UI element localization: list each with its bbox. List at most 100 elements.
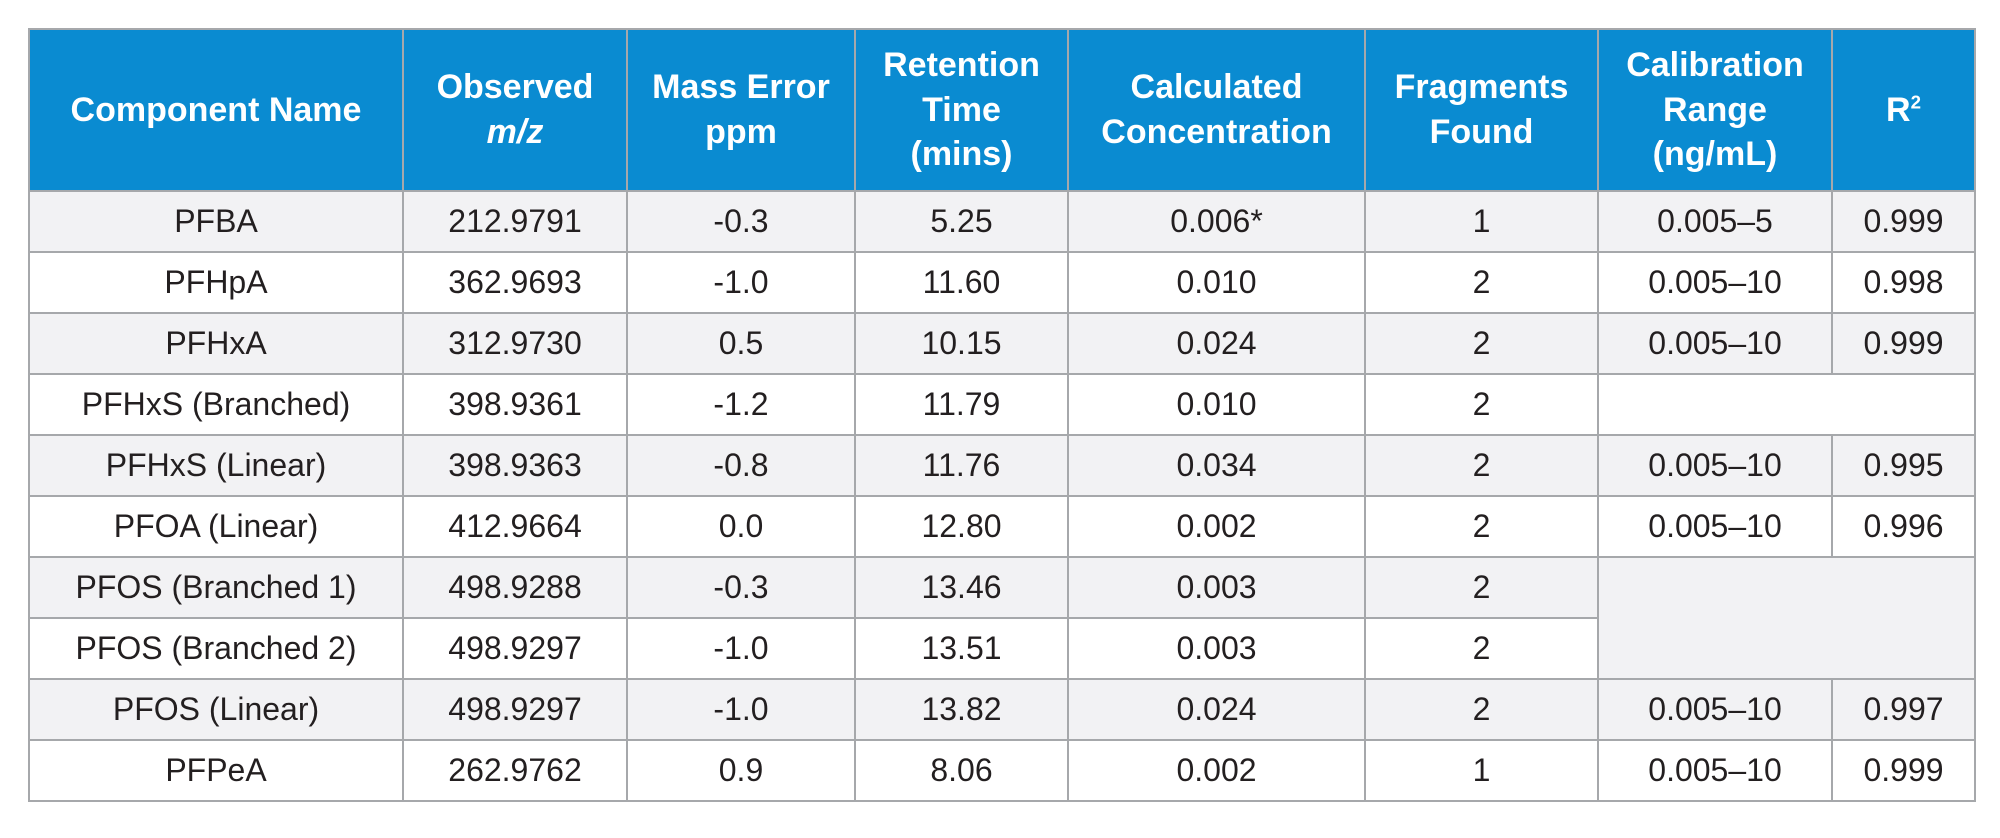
table-row: PFOA (Linear) 412.9664 0.0 12.80 0.002 2… xyxy=(28,495,1976,558)
header-found-text: Found xyxy=(1429,113,1534,151)
cell-component-name: PFPeA xyxy=(28,739,404,802)
cell-component-name: PFOS (Linear) xyxy=(28,678,404,741)
cell-mass-error: 0.9 xyxy=(626,739,856,802)
table-row: PFHxS (Linear) 398.9363 -0.8 11.76 0.034… xyxy=(28,434,1976,497)
cell-component-name: PFHxS (Linear) xyxy=(28,434,404,497)
header-ngml-text: (ng/mL) xyxy=(1652,135,1778,174)
cell-fragments-found: 2 xyxy=(1364,251,1599,314)
cell-calculated-concentration: 0.003 xyxy=(1067,617,1366,680)
cell-calculated-concentration: 0.010 xyxy=(1067,251,1366,314)
cell-r-squared: 0.999 xyxy=(1831,739,1976,802)
cell-observed-mz: 412.9664 xyxy=(402,495,628,558)
cell-calculated-concentration: 0.034 xyxy=(1067,434,1366,497)
cell-observed-mz: 312.9730 xyxy=(402,312,628,375)
cell-mass-error: -0.3 xyxy=(626,190,856,253)
table-body: PFBA 212.9791 -0.3 5.25 0.006* 1 0.005–5… xyxy=(28,190,1976,802)
header-calibration-text: Calibration xyxy=(1626,45,1804,84)
cell-mass-error: -1.0 xyxy=(626,678,856,741)
cell-calculated-concentration: 0.002 xyxy=(1067,739,1366,802)
table-row: PFHxS (Branched) 398.9361 -1.2 11.79 0.0… xyxy=(28,373,1976,436)
cell-fragments-found: 2 xyxy=(1364,312,1599,375)
cell-mass-error: 0.5 xyxy=(626,312,856,375)
cell-mass-error: -1.0 xyxy=(626,251,856,314)
header-range-text: Range xyxy=(1663,90,1767,129)
cell-calibration-range: 0.005–10 xyxy=(1597,495,1833,558)
cell-observed-mz: 498.9288 xyxy=(402,556,628,619)
cell-component-name: PFBA xyxy=(28,190,404,253)
table-row: PFOS (Branched 1) 498.9288 -0.3 13.46 0.… xyxy=(28,556,1976,680)
cell-calibration-range: 0.005–10 xyxy=(1597,434,1833,497)
cell-r-squared: 0.998 xyxy=(1831,251,1976,314)
cell-fragments-found: 2 xyxy=(1364,617,1599,680)
cell-calibration-range: 0.005–5 xyxy=(1597,190,1833,253)
header-retention-text: Retention xyxy=(883,45,1040,84)
cell-fragments-found: 2 xyxy=(1364,373,1599,436)
header-mins-text: (mins) xyxy=(910,135,1013,174)
cell-calculated-concentration: 0.006* xyxy=(1067,190,1366,253)
cell-calibration-range: 0.005–10 xyxy=(1597,678,1833,741)
cell-observed-mz: 398.9363 xyxy=(402,434,628,497)
cell-retention-time: 10.15 xyxy=(854,312,1069,375)
cell-observed-mz: 362.9693 xyxy=(402,251,628,314)
cell-component-name: PFHpA xyxy=(28,251,404,314)
cell-r-squared: 0.999 xyxy=(1831,312,1976,375)
header-mass-error-text: Mass Error xyxy=(652,68,830,107)
header-calculated-concentration: Calculated Concentration xyxy=(1067,28,1366,192)
cell-mass-error: 0.0 xyxy=(626,495,856,558)
header-r-squared: R2 xyxy=(1831,28,1976,192)
cell-observed-mz: 262.9762 xyxy=(402,739,628,802)
header-component-name-text: Component Name xyxy=(70,90,362,129)
table-row: PFPeA 262.9762 0.9 8.06 0.002 1 0.005–10… xyxy=(28,739,1976,802)
cell-r-squared: 0.995 xyxy=(1831,434,1976,497)
cell-retention-time: 13.51 xyxy=(854,617,1069,680)
cell-retention-time: 11.79 xyxy=(854,373,1069,436)
cell-component-name: PFHxS (Branched) xyxy=(28,373,404,436)
cell-retention-time: 11.76 xyxy=(854,434,1069,497)
cell-observed-mz: 212.9791 xyxy=(402,190,628,253)
header-retention-time: Retention Time (mins) xyxy=(854,28,1069,192)
header-calibration-range: Calibration Range (ng/mL) xyxy=(1597,28,1833,192)
table-row: PFHxA 312.9730 0.5 10.15 0.024 2 0.005–1… xyxy=(28,312,1976,375)
table-header: Component Name Observed m/z Mass Error ppm… xyxy=(28,28,1976,192)
header-time-text: Time xyxy=(922,90,1001,129)
cell-calibration-blank xyxy=(1597,556,1976,680)
header-observed-text: Observed xyxy=(436,68,594,107)
results-table: Component Name Observed m/z Mass Error ppm… xyxy=(28,28,1976,802)
cell-component-name: PFOS (Branched 2) xyxy=(28,617,404,680)
cell-observed-mz: 498.9297 xyxy=(402,617,628,680)
cell-fragments-found: 2 xyxy=(1364,495,1599,558)
cell-fragments-found: 2 xyxy=(1364,678,1599,741)
header-fragments-text: Fragments xyxy=(1394,68,1569,107)
cell-retention-time: 5.25 xyxy=(854,190,1069,253)
cell-retention-time: 8.06 xyxy=(854,739,1069,802)
cell-r-squared: 0.999 xyxy=(1831,190,1976,253)
cell-component-name: PFOA (Linear) xyxy=(28,495,404,558)
cell-calculated-concentration: 0.024 xyxy=(1067,312,1366,375)
cell-retention-time: 12.80 xyxy=(854,495,1069,558)
cell-r-squared: 0.996 xyxy=(1831,495,1976,558)
table-row: PFOS (Branched 2) 498.9297 -1.0 13.51 0.… xyxy=(28,617,1975,680)
cell-retention-time: 11.60 xyxy=(854,251,1069,314)
table-row: PFBA 212.9791 -0.3 5.25 0.006* 1 0.005–5… xyxy=(28,190,1976,253)
cell-mass-error: -1.2 xyxy=(626,373,856,436)
cell-component-name: PFHxA xyxy=(28,312,404,375)
header-mz-text: m/z xyxy=(486,113,544,151)
header-r-text: R xyxy=(1886,90,1911,129)
header-mass-error: Mass Error ppm xyxy=(626,28,856,192)
header-concentration-text: Concentration xyxy=(1101,113,1332,151)
cell-mass-error: -0.8 xyxy=(626,434,856,497)
header-row: Component Name Observed m/z Mass Error ppm… xyxy=(28,28,1976,192)
cell-observed-mz: 398.9361 xyxy=(402,373,628,436)
cell-retention-time: 13.46 xyxy=(854,556,1069,619)
cell-component-name: PFOS (Branched 1) xyxy=(28,556,404,619)
cell-retention-time: 13.82 xyxy=(854,678,1069,741)
cell-calculated-concentration: 0.003 xyxy=(1067,556,1366,619)
cell-calibration-range: 0.005–10 xyxy=(1597,312,1833,375)
cell-mass-error: -1.0 xyxy=(626,617,856,680)
cell-calculated-concentration: 0.010 xyxy=(1067,373,1366,436)
header-observed-mz: Observed m/z xyxy=(402,28,628,192)
header-ppm-text: ppm xyxy=(705,113,777,151)
cell-calculated-concentration: 0.002 xyxy=(1067,495,1366,558)
cell-r-squared: 0.997 xyxy=(1831,678,1976,741)
cell-calculated-concentration: 0.024 xyxy=(1067,678,1366,741)
